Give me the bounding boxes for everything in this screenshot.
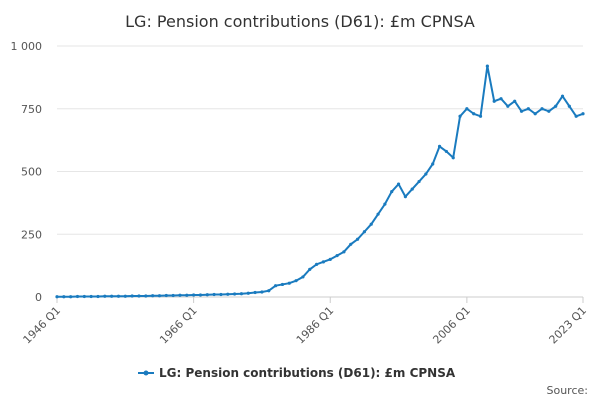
point	[287, 281, 291, 285]
point	[205, 293, 209, 297]
point	[485, 64, 489, 68]
point	[478, 114, 483, 118]
point	[410, 187, 414, 191]
point	[308, 267, 312, 271]
point	[62, 295, 66, 299]
y-tick-label: 1 000	[11, 40, 43, 53]
point	[178, 293, 182, 297]
point	[212, 292, 216, 297]
point	[164, 293, 168, 298]
point	[574, 114, 578, 118]
y-tick-label: 0	[35, 291, 42, 304]
point	[519, 109, 524, 113]
point	[137, 294, 141, 298]
point	[130, 294, 134, 298]
point	[321, 260, 326, 264]
point	[499, 97, 503, 101]
point	[267, 289, 271, 293]
point	[171, 293, 175, 298]
legend-marker	[143, 370, 149, 376]
chart-title: LG: Pension contributions (D61): £m CPNS…	[125, 12, 475, 31]
point	[492, 99, 496, 103]
point	[198, 293, 203, 297]
point	[253, 290, 257, 295]
point	[376, 212, 380, 216]
point	[89, 294, 93, 299]
x-tick-label: 1966 Q1	[157, 304, 200, 347]
point	[55, 295, 59, 299]
point	[116, 294, 121, 298]
x-tick-label: 1946 Q1	[21, 304, 64, 347]
point	[390, 189, 394, 194]
point	[219, 292, 223, 297]
point	[355, 237, 360, 241]
point	[526, 107, 530, 111]
point	[465, 107, 469, 111]
x-tick-label: 2006 Q1	[430, 304, 473, 347]
point	[383, 202, 387, 206]
point	[540, 107, 544, 111]
point	[294, 279, 298, 283]
point	[192, 293, 196, 297]
point	[96, 294, 100, 299]
point	[328, 257, 332, 261]
point	[110, 294, 114, 298]
point	[396, 182, 401, 186]
point	[506, 104, 510, 108]
series-line	[57, 65, 584, 298]
point	[451, 156, 455, 160]
point	[273, 284, 278, 288]
point	[123, 294, 127, 298]
point	[280, 282, 285, 287]
point	[403, 195, 407, 199]
point	[103, 294, 107, 298]
source: Source:	[547, 384, 589, 397]
point	[82, 294, 86, 299]
x-tick-label: 2023 Q1	[547, 304, 590, 347]
point	[431, 162, 435, 166]
point	[69, 295, 73, 299]
y-tick-label: 500	[21, 166, 42, 179]
x-tick-label: 1986 Q1	[294, 304, 337, 347]
point	[260, 290, 264, 294]
point	[226, 292, 230, 296]
point	[458, 114, 462, 118]
point	[342, 250, 346, 254]
point	[472, 112, 476, 116]
point	[314, 262, 319, 266]
point	[369, 222, 373, 226]
point	[185, 293, 189, 297]
point	[349, 242, 353, 246]
point	[335, 253, 339, 258]
point	[362, 230, 367, 234]
legend-label: LG: Pension contributions (D61): £m CPNS…	[159, 366, 456, 380]
point	[417, 179, 421, 184]
point	[151, 294, 155, 298]
point	[547, 109, 551, 113]
y-tick-label: 250	[21, 228, 42, 241]
point	[75, 294, 80, 299]
point	[301, 275, 305, 279]
point	[239, 292, 244, 296]
y-tick-label: 750	[21, 103, 42, 116]
point	[437, 144, 442, 148]
point	[560, 94, 565, 98]
point	[246, 291, 250, 295]
point	[567, 104, 571, 108]
point	[157, 294, 162, 298]
point	[424, 172, 428, 176]
point	[581, 112, 585, 116]
point	[144, 294, 148, 298]
point	[233, 292, 237, 296]
point	[444, 149, 448, 154]
point	[533, 112, 537, 116]
point	[513, 99, 517, 103]
point	[554, 104, 558, 108]
legend-item: LG: Pension contributions (D61): £m CPNS…	[138, 366, 456, 380]
